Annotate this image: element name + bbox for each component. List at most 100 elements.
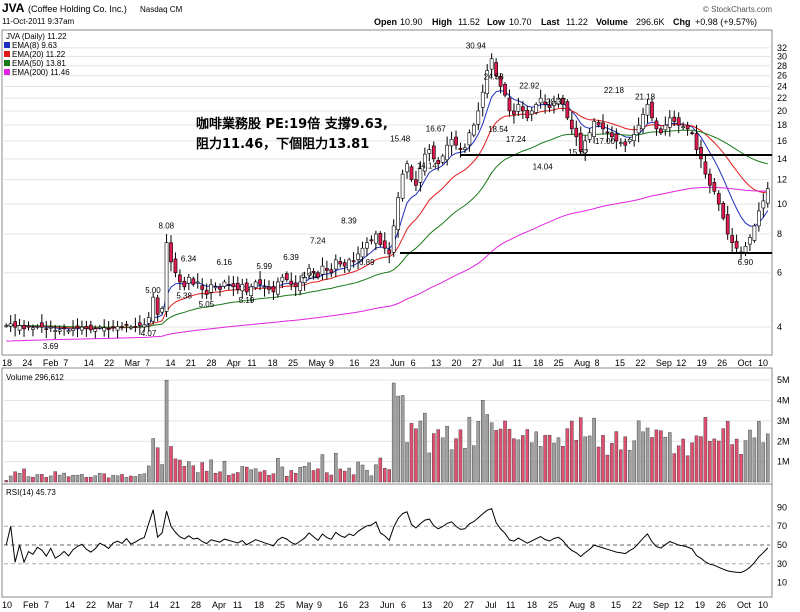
x-tick-label: Sep	[656, 358, 672, 368]
x-tick-label: 14	[149, 600, 159, 610]
volume-bar	[610, 443, 614, 483]
volume-bar	[302, 466, 307, 483]
volume-bar	[436, 429, 440, 483]
x-tick-label: 11	[506, 600, 515, 610]
x-tick-label: 21	[170, 600, 180, 610]
candle	[632, 134, 637, 142]
candle	[4, 325, 9, 327]
x-tick-label: May	[308, 358, 326, 368]
volume-bar	[645, 427, 650, 483]
candle	[97, 326, 102, 329]
candle	[574, 127, 579, 138]
volume-bar	[244, 466, 249, 483]
price-tick-label: 14	[777, 154, 787, 164]
candle	[333, 259, 338, 270]
x-tick-label: 21	[186, 358, 196, 368]
x-tick-label: 18	[268, 358, 278, 368]
candle	[623, 141, 628, 146]
x-ticks: 18 24 Feb 7 14 22 Mar 7 14 21 28 Apr 11 18 25 May 9 16 23 J…	[2, 358, 768, 610]
candle	[329, 269, 334, 273]
candle	[66, 330, 71, 333]
volume-bar	[320, 454, 325, 483]
candle	[182, 280, 187, 288]
price-point-label: 17.00	[595, 137, 616, 146]
volume-bar	[169, 446, 173, 483]
volume-bar	[734, 438, 739, 483]
volume-bar	[89, 476, 93, 483]
volume-bar	[356, 461, 360, 483]
volume-bar	[106, 477, 111, 483]
x-tick-label: 22	[632, 600, 642, 610]
volume-bar	[218, 471, 222, 483]
volume-bar	[258, 471, 262, 483]
volume-bar	[360, 464, 365, 483]
x-tick-label: 7	[145, 358, 150, 368]
volume-bar	[351, 474, 356, 483]
candle	[650, 101, 654, 119]
volume-bar	[289, 470, 294, 483]
x-tick-label: 28	[191, 600, 201, 610]
price-point-label: 8.08	[159, 222, 175, 231]
volume-bar	[641, 431, 645, 483]
candle	[494, 62, 498, 77]
volume-value: 296.6K	[636, 17, 665, 27]
volume-bar	[663, 436, 668, 483]
x-tick-label: 9	[317, 600, 322, 610]
x-tick-label: Aug	[574, 358, 590, 368]
volume-bar	[191, 465, 196, 483]
candle	[712, 182, 717, 192]
rsi-tick-label: 50	[777, 540, 787, 550]
candle	[231, 283, 236, 288]
volume-bar	[213, 473, 218, 483]
volume-bar	[409, 423, 414, 483]
volume-bar	[708, 441, 712, 483]
candle	[160, 308, 164, 313]
price-point-label: 24.58	[484, 72, 505, 81]
volume-bar	[22, 468, 26, 483]
volume-bar	[725, 421, 730, 483]
volume-bar	[552, 442, 556, 483]
candle	[681, 126, 686, 128]
volume-bar	[93, 475, 98, 483]
volume-bar	[262, 470, 267, 483]
volume-bar	[285, 475, 289, 483]
x-tick-label: Aug	[569, 600, 585, 610]
candle	[721, 203, 726, 219]
x-tick-label: 22	[104, 358, 114, 368]
candle	[88, 324, 93, 331]
candle	[534, 104, 539, 113]
volume-tick-label: 2M	[777, 436, 790, 446]
price-title: JVA (Daily) 11.22	[6, 32, 67, 41]
volume-bar	[31, 476, 35, 483]
candle	[374, 233, 378, 244]
price-point-label: 7.24	[310, 236, 326, 245]
volume-bar	[35, 474, 40, 483]
x-tick-label: 14	[84, 358, 94, 368]
volume-bar	[227, 475, 231, 483]
volume-bar	[685, 455, 690, 483]
volume-bar	[8, 475, 13, 483]
volume-bar	[293, 473, 298, 483]
candles	[4, 53, 770, 340]
volume-bar	[503, 420, 507, 483]
volume-bar	[494, 430, 498, 483]
candle	[610, 132, 614, 138]
price-point-label: 16.67	[426, 124, 447, 133]
volume-bar	[489, 422, 494, 483]
y-ticks: 4681012141618202224262830321M2M3M4M5M103…	[777, 43, 790, 588]
price-point-label: 14.14	[417, 162, 438, 171]
candle	[93, 328, 98, 332]
candle	[382, 240, 387, 249]
candle	[48, 326, 53, 329]
x-tick-label: Jun	[390, 358, 405, 368]
x-tick-label: 6	[401, 600, 406, 610]
x-tick-label: 25	[554, 358, 564, 368]
volume-bar	[721, 428, 725, 483]
candle	[222, 281, 227, 287]
price-tick-label: 22	[777, 93, 787, 103]
x-tick-label: 23	[370, 358, 380, 368]
price-point-label: 21.18	[635, 92, 656, 101]
candle	[258, 279, 262, 285]
candle	[235, 282, 240, 290]
candle	[516, 104, 521, 112]
